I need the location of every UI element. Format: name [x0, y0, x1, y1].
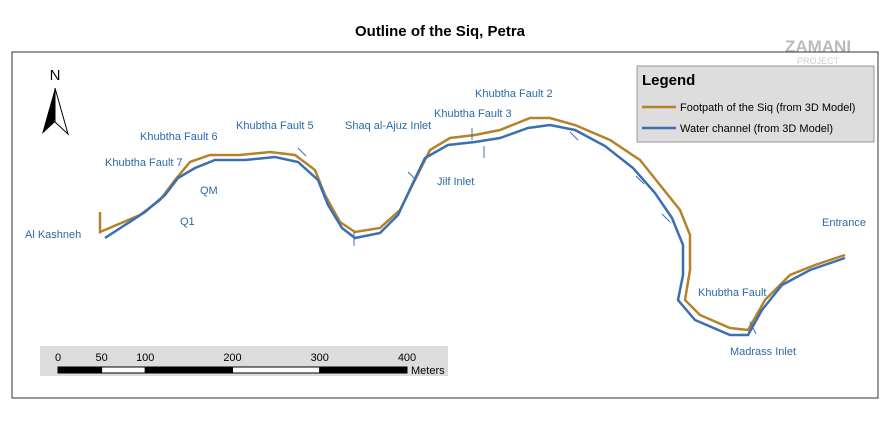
place-label: Khubtha Fault 6: [140, 131, 218, 143]
place-label: Jilf Inlet: [437, 176, 474, 188]
legend-title: Legend: [642, 72, 695, 89]
title: Outline of the Siq, Petra: [355, 23, 526, 40]
place-label: Entrance: [822, 217, 866, 229]
scale-tick-label: 0: [55, 352, 61, 364]
north-label: N: [50, 67, 61, 84]
scale-tick-label: 200: [223, 352, 241, 364]
place-label: Khubtha Fault: [698, 287, 767, 299]
north-arrow: [42, 88, 55, 134]
inlet-markers: [297, 128, 757, 335]
scale-segment: [57, 366, 103, 374]
water-channel: [104, 123, 846, 337]
scale-unit: Meters: [411, 365, 445, 377]
scale-tick-label: 100: [136, 352, 154, 364]
scale-segment: [232, 366, 321, 374]
scale-segment: [144, 366, 233, 374]
logo-sub: PROJECT: [797, 56, 840, 66]
scale-segment: [101, 366, 146, 374]
legend-box: [636, 65, 875, 143]
north-arrow: [54, 87, 69, 136]
place-label: Shaq al-Ajuz Inlet: [345, 120, 431, 132]
logo: ZAMANI: [785, 37, 851, 56]
scale-tick-label: 50: [96, 352, 108, 364]
legend-item: Footpath of the Siq (from 3D Model): [680, 102, 855, 114]
place-label: Khubtha Fault 5: [236, 120, 314, 132]
scale-tick-label: 400: [398, 352, 416, 364]
footpath: [98, 116, 846, 332]
map-frame: [11, 51, 879, 399]
legend-item: Water channel (from 3D Model): [680, 123, 833, 135]
place-label: Madrass Inlet: [730, 346, 796, 358]
place-label: Khubtha Fault 7: [105, 157, 183, 169]
scale-segment: [319, 366, 408, 374]
place-label: QM: [200, 185, 218, 197]
place-label: Khubtha Fault 2: [475, 88, 553, 100]
place-label: Khubtha Fault 3: [434, 108, 512, 120]
place-label: Q1: [180, 216, 195, 228]
scale-tick-label: 300: [311, 352, 329, 364]
place-label: Al Kashneh: [25, 229, 81, 241]
